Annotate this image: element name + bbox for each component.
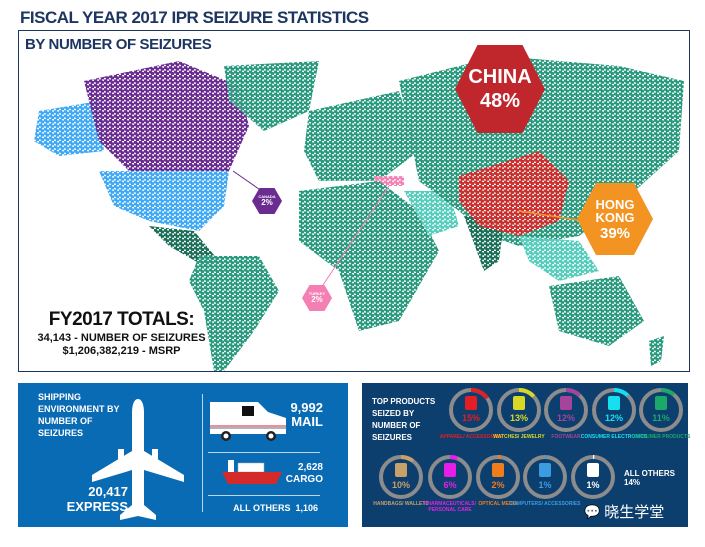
product-ring: 13% WATCHES/ JEWELRY bbox=[493, 387, 545, 440]
spray-bottle-icon bbox=[639, 388, 683, 432]
cargo-value: 2,628 bbox=[297, 462, 323, 473]
cargo-ship-icon bbox=[222, 460, 282, 484]
watermark-text: 晓生学堂 bbox=[604, 504, 665, 521]
fy-totals: FY2017 TOTALS: 34,143 - NUMBER OF SEIZUR… bbox=[19, 309, 224, 357]
product-percent: 12% bbox=[604, 413, 623, 423]
region-new-zealand bbox=[649, 336, 664, 366]
callout-hong-kong-country: HONG KONG bbox=[595, 196, 635, 225]
mail-truck-icon bbox=[210, 402, 286, 441]
region-middle-east bbox=[404, 191, 459, 236]
region-united-states bbox=[99, 171, 229, 231]
mail-label: MAIL bbox=[291, 414, 323, 429]
product-percent: 1% bbox=[538, 480, 552, 490]
product-label: FOOTWEAR bbox=[551, 434, 581, 440]
divider-horizontal bbox=[208, 495, 320, 496]
region-south-america bbox=[189, 256, 279, 371]
shoe-icon bbox=[544, 388, 588, 432]
shipping-others: ALL OTHERS 1,106 bbox=[233, 503, 318, 513]
divider-horizontal bbox=[208, 452, 320, 453]
page-title: FISCAL YEAR 2017 IPR SEIZURE STATISTICS bbox=[20, 8, 369, 27]
region-canada bbox=[84, 61, 249, 171]
product-label: APPAREL/ ACCESSORIES bbox=[439, 434, 503, 440]
shipping-panel: SHIPPING ENVIRONMENT BY NUMBER OF SEIZUR… bbox=[18, 383, 348, 527]
product-ring: 12% CONSUMER ELECTRONICS bbox=[581, 387, 647, 440]
express-label: EXPRESS bbox=[66, 499, 128, 514]
callout-hong-kong: HONG KONG 39% bbox=[577, 183, 653, 255]
map-subtitle: BY NUMBER OF SEIZURES bbox=[25, 36, 212, 53]
callout-hong-kong-percent: 39% bbox=[599, 224, 631, 242]
airplane-icon bbox=[92, 399, 184, 520]
callout-china: CHINA 48% bbox=[455, 45, 545, 133]
shirt-icon bbox=[449, 388, 493, 432]
product-label: CONSUMER PRODUCTS bbox=[631, 434, 691, 440]
disc-icon bbox=[476, 455, 520, 499]
totals-msrp: $1,206,382,219 - MSRP bbox=[62, 345, 181, 357]
product-percent: 6% bbox=[443, 480, 457, 490]
product-ring: 6% PHARMACEUTICALS/ PERSONAL CARE bbox=[424, 454, 476, 512]
product-percent: 13% bbox=[509, 413, 528, 423]
product-percent: 1% bbox=[586, 480, 600, 490]
product-percent: 11% bbox=[652, 413, 670, 423]
product-percent: 15% bbox=[461, 413, 480, 423]
product-ring: 2% OPTICAL MEDIA bbox=[475, 454, 521, 507]
product-percent: 2% bbox=[491, 480, 505, 490]
product-label: COMPUTERS/ ACCESSORIES bbox=[509, 501, 581, 507]
products-heading: TOP PRODUCTS SEIZED BY NUMBER OF SEIZURE… bbox=[372, 397, 436, 442]
callout-turkey: TURKEY 2% bbox=[302, 285, 332, 311]
callout-china-country: CHINA bbox=[468, 66, 532, 88]
wechat-icon: 💬 bbox=[584, 503, 601, 519]
watch-icon bbox=[497, 388, 541, 432]
product-label: HANDBAGS/ WALLETS bbox=[373, 501, 429, 507]
handbag-icon bbox=[379, 455, 423, 499]
callout-turkey-percent: 2% bbox=[311, 295, 323, 304]
callout-turkey-country: TURKEY bbox=[308, 291, 326, 296]
cargo-label: CARGO bbox=[285, 474, 323, 485]
product-percent: 12% bbox=[556, 413, 575, 423]
region-europe bbox=[304, 91, 419, 181]
totals-seizures: 34,143 - NUMBER OF SEIZURES bbox=[37, 332, 206, 344]
product-ring: 1% bbox=[570, 454, 616, 500]
teddy-bear-icon bbox=[571, 455, 615, 499]
callout-canada-percent: 2% bbox=[261, 198, 273, 207]
product-ring: 12% FOOTWEAR bbox=[543, 387, 589, 440]
region-africa bbox=[299, 181, 439, 331]
phone-icon bbox=[592, 388, 636, 432]
product-label: WATCHES/ JEWELRY bbox=[493, 434, 545, 440]
product-label: CONSUMER ELECTRONICS bbox=[580, 434, 648, 440]
watermark: 💬 晓生学堂 bbox=[584, 501, 664, 522]
product-ring: 1% COMPUTERS/ ACCESSORIES bbox=[510, 454, 580, 507]
product-ring: 10% HANDBAGS/ WALLETS bbox=[373, 454, 429, 507]
products-panel: TOP PRODUCTS SEIZED BY NUMBER OF SEIZURE… bbox=[362, 383, 690, 527]
product-ring: 11% CONSUMER PRODUCTS bbox=[632, 387, 690, 440]
world-map-panel: BY NUMBER OF SEIZURES CHINA 48% HONG KON… bbox=[18, 30, 690, 372]
region-southeast-asia bbox=[519, 236, 599, 281]
region-alaska bbox=[34, 101, 104, 156]
shipping-heading: SHIPPING ENVIRONMENT BY NUMBER OF SEIZUR… bbox=[38, 392, 120, 438]
product-ring: 15% APPAREL/ ACCESSORIES bbox=[440, 387, 502, 440]
pill-icon bbox=[428, 455, 472, 499]
product-label: PHARMACEUTICALS/ PERSONAL CARE bbox=[424, 501, 476, 513]
products-others: ALL OTHERS 14% bbox=[624, 469, 675, 487]
mail-value: 9,992 bbox=[290, 400, 323, 415]
callout-china-percent: 48% bbox=[479, 90, 521, 112]
totals-heading: FY2017 TOTALS: bbox=[48, 309, 195, 330]
callout-canada-country: CANADA bbox=[258, 194, 276, 199]
express-value: 20,417 bbox=[88, 484, 128, 499]
region-greenland bbox=[224, 61, 319, 131]
product-label: OPTICAL MEDIA bbox=[478, 501, 518, 507]
computer-icon bbox=[523, 455, 567, 499]
divider-vertical bbox=[202, 394, 203, 512]
product-percent: 10% bbox=[391, 480, 410, 490]
region-australia bbox=[549, 276, 644, 346]
